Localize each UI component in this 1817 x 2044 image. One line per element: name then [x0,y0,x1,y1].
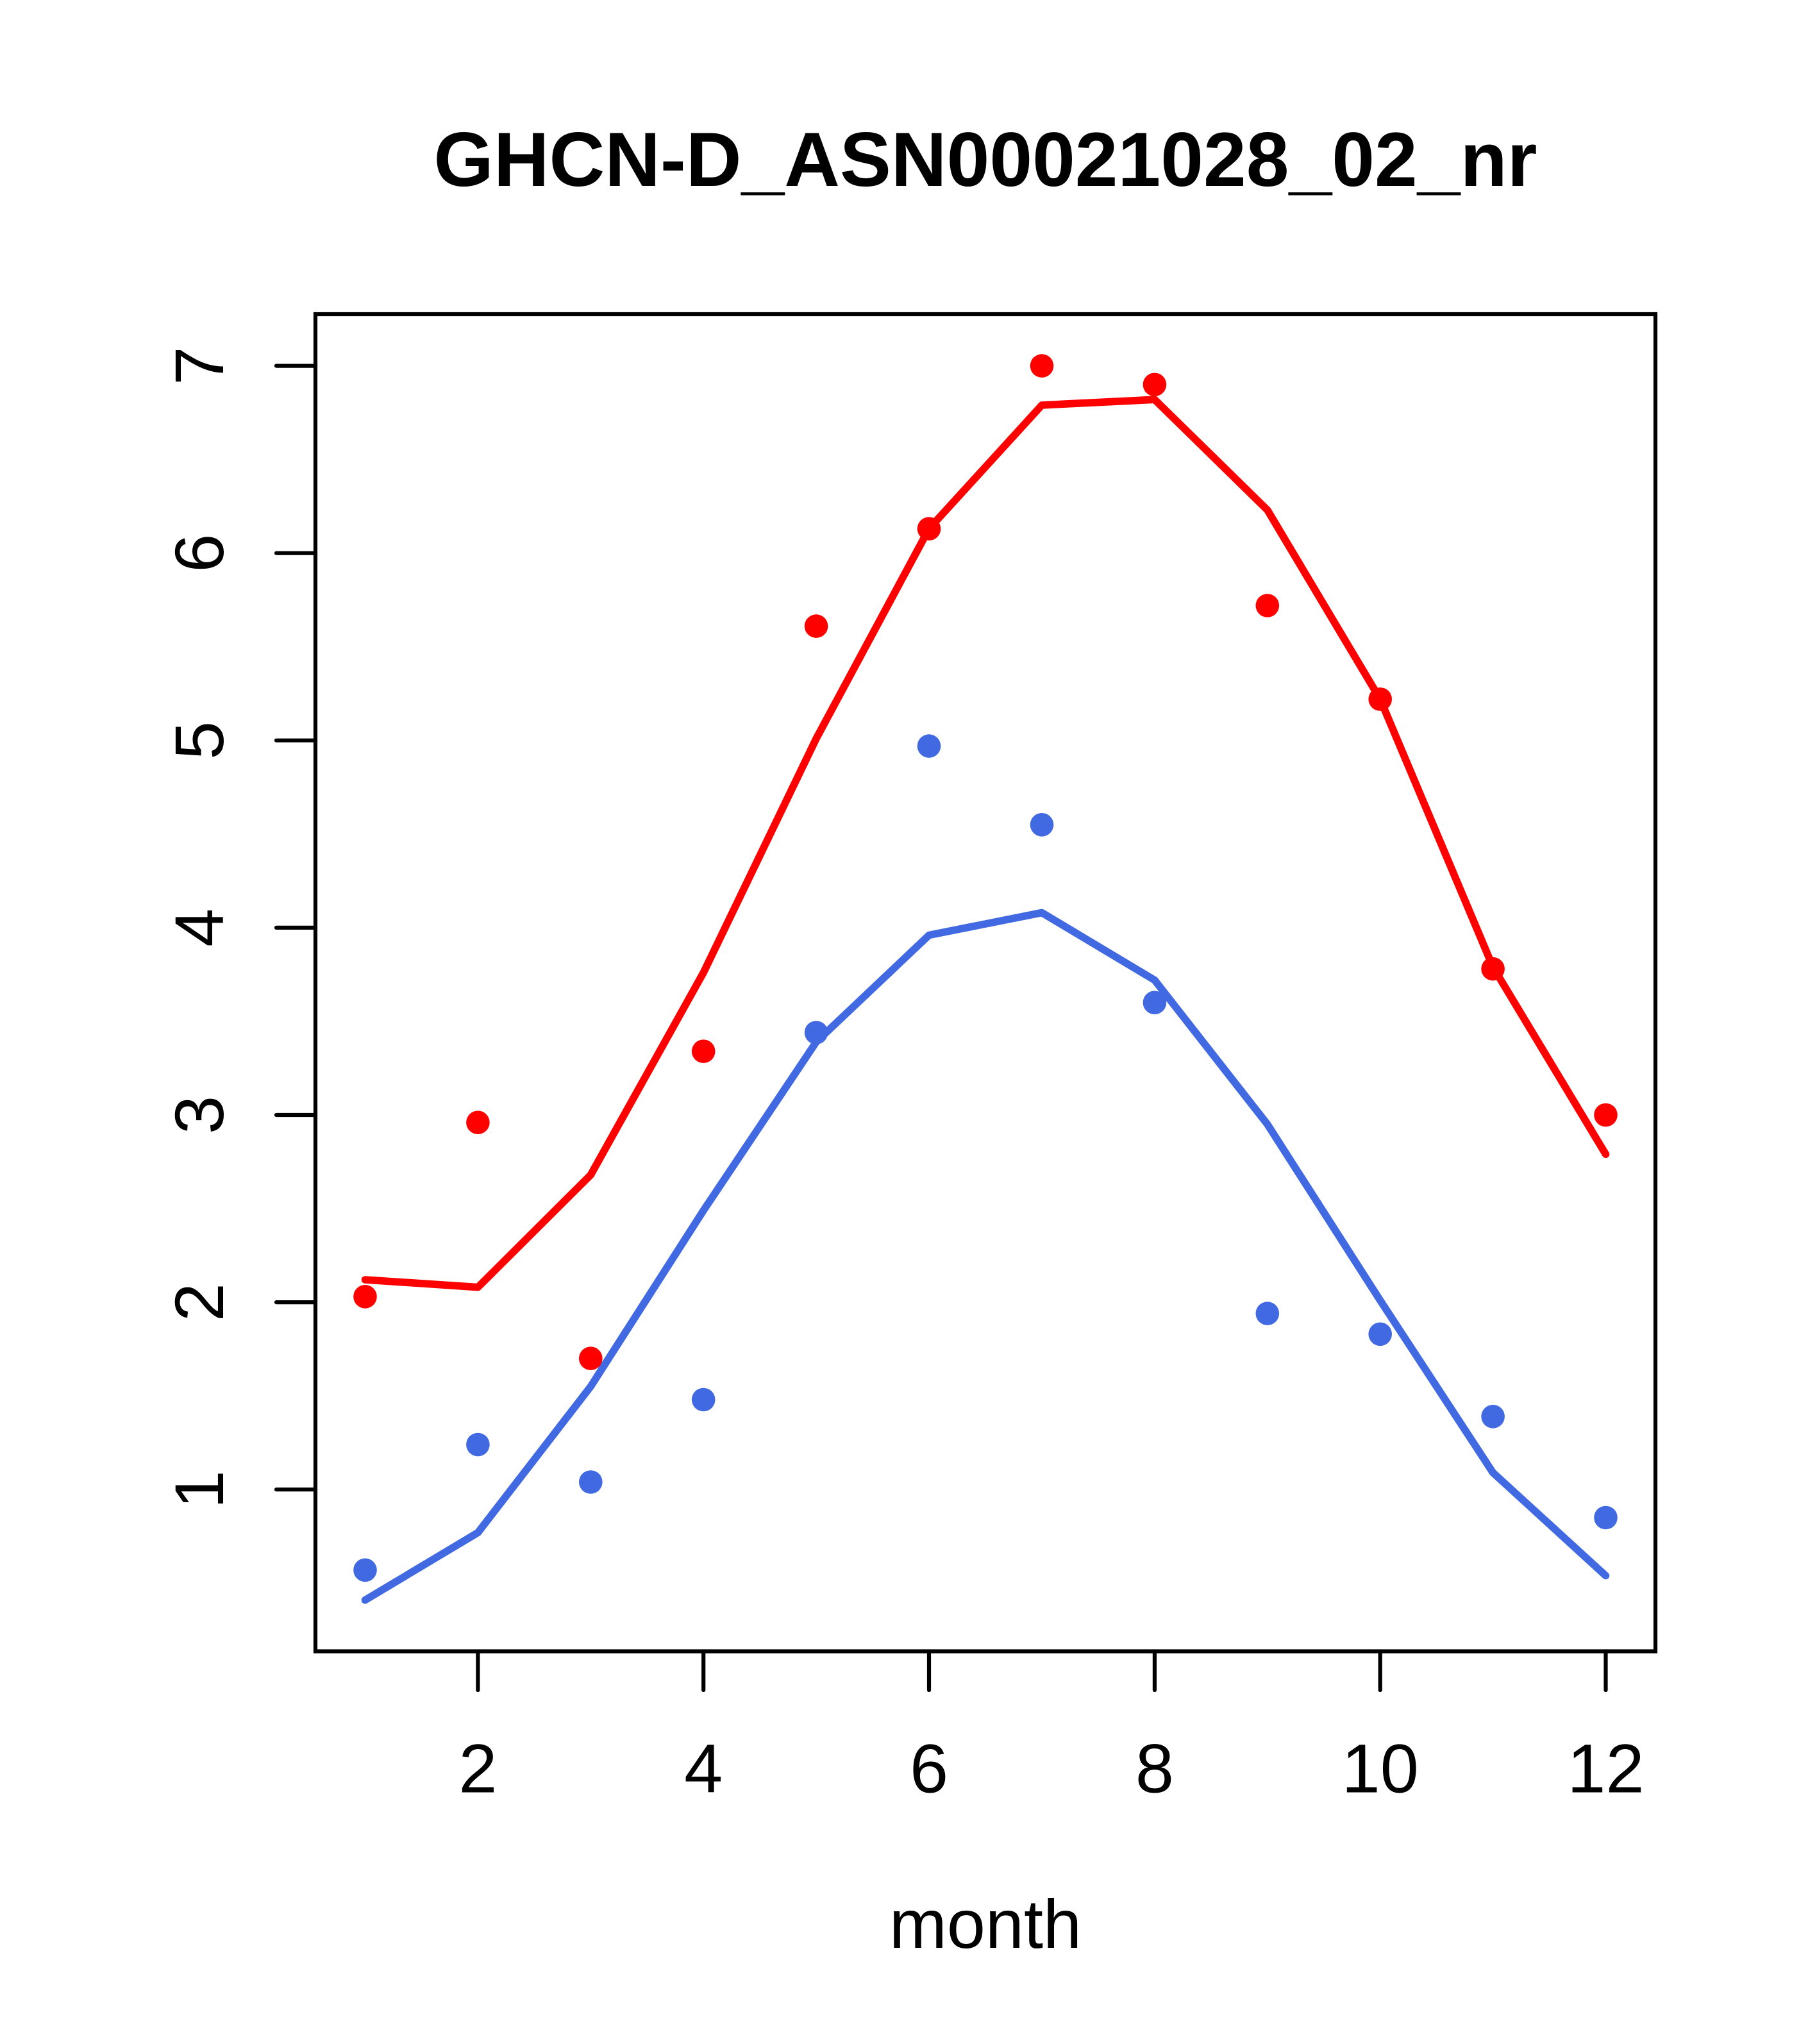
svg-text:month: month [889,1885,1082,1963]
svg-text:10: 10 [1342,1730,1419,1807]
svg-text:2: 2 [458,1730,497,1807]
svg-text:6: 6 [910,1730,948,1807]
svg-text:2: 2 [160,1283,238,1321]
svg-text:3: 3 [160,1096,238,1134]
svg-text:GHCN-D_ASN00021028_02_nr: GHCN-D_ASN00021028_02_nr [434,117,1537,203]
svg-text:4: 4 [160,909,238,947]
svg-text:8: 8 [1135,1730,1174,1807]
svg-text:4: 4 [684,1730,723,1807]
svg-text:6: 6 [160,534,238,573]
svg-text:5: 5 [160,721,238,760]
svg-text:1: 1 [160,1470,238,1509]
svg-text:7: 7 [160,347,238,385]
svg-text:12: 12 [1567,1730,1644,1807]
